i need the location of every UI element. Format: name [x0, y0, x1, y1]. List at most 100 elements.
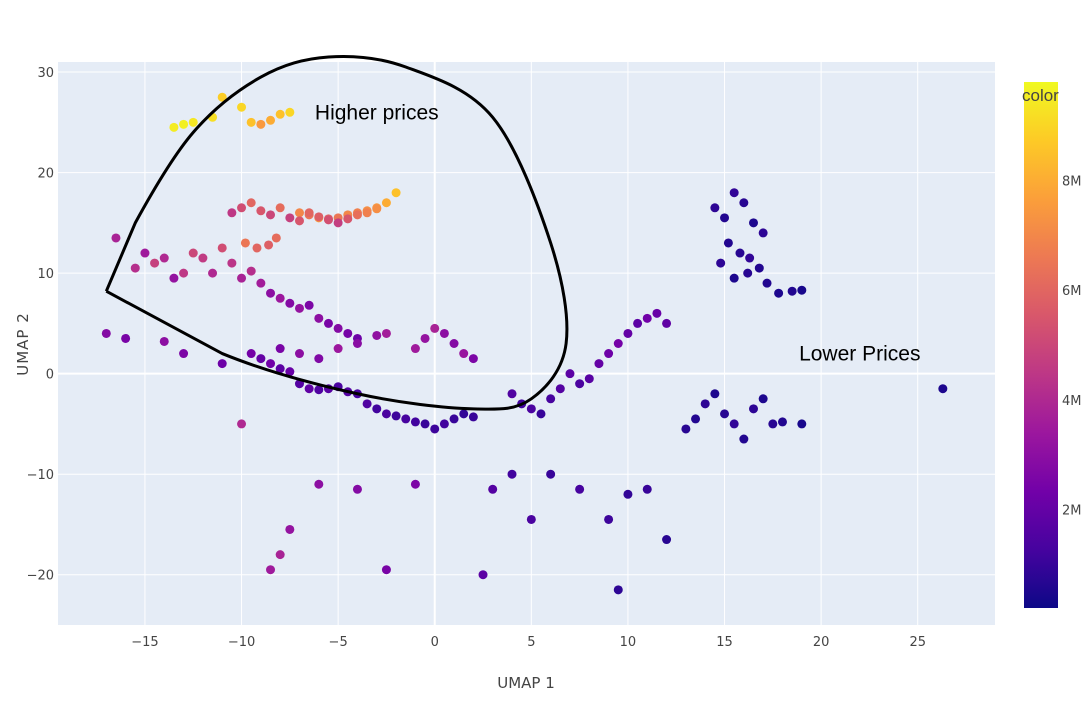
colorbar-tick-label: 8M: [1062, 175, 1082, 190]
scatter-point: [285, 524, 295, 534]
scatter-point: [275, 364, 285, 374]
x-tick-label: 10: [620, 635, 637, 650]
scatter-point: [121, 333, 131, 343]
scatter-point: [333, 218, 343, 228]
scatter-point: [130, 263, 140, 273]
scatter-point: [623, 489, 633, 499]
scatter-point: [735, 248, 745, 258]
x-tick-label: 25: [909, 635, 926, 650]
scatter-point: [787, 286, 797, 296]
x-tick-label: 5: [527, 635, 535, 650]
annotation-higher-prices: Higher prices: [315, 101, 439, 124]
scatter-point: [294, 208, 304, 218]
y-tick-label: −10: [27, 468, 54, 483]
scatter-point: [749, 404, 759, 414]
scatter-point: [179, 349, 189, 359]
colorbar: color 2M 4M 6M 8M: [1022, 82, 1082, 608]
scatter-point: [275, 203, 285, 213]
scatter-point: [266, 565, 276, 575]
y-tick-label: 10: [37, 267, 54, 282]
scatter-point: [613, 585, 623, 595]
scatter-point: [739, 198, 749, 208]
scatter-point: [710, 389, 720, 399]
colorbar-tick-label: 6M: [1062, 284, 1082, 299]
scatter-point: [246, 198, 256, 208]
scatter-point: [797, 285, 807, 295]
scatter-point: [111, 233, 121, 243]
colorbar-tick-label: 2M: [1062, 503, 1082, 518]
y-tick-label: 30: [37, 66, 54, 81]
scatter-point: [546, 394, 556, 404]
scatter-point: [381, 409, 391, 419]
x-tick-label: −15: [131, 635, 158, 650]
scatter-point: [439, 328, 449, 338]
scatter-point: [613, 339, 623, 348]
scatter-point: [237, 203, 247, 213]
scatter-point: [401, 414, 411, 424]
scatter-point: [623, 328, 633, 338]
scatter-point: [285, 107, 295, 117]
scatter-point: [716, 258, 726, 268]
scatter-point: [381, 198, 391, 208]
scatter-point: [575, 379, 585, 389]
scatter-point: [729, 273, 739, 283]
scatter-point: [294, 303, 304, 313]
scatter-point: [314, 313, 324, 323]
scatter-point: [314, 354, 324, 364]
scatter-point: [700, 399, 710, 409]
plot-area-background: [58, 62, 995, 625]
scatter-point: [662, 535, 672, 545]
scatter-point: [381, 565, 391, 575]
scatter-point: [169, 122, 179, 132]
scatter-point: [179, 119, 189, 129]
scatter-point: [285, 298, 295, 308]
scatter-point: [526, 514, 536, 524]
scatter-point: [743, 268, 753, 278]
scatter-point: [198, 253, 208, 263]
scatter-point: [749, 218, 759, 228]
scatter-point: [604, 349, 614, 359]
scatter-point: [710, 203, 720, 213]
scatter-point: [343, 214, 353, 224]
scatter-point: [633, 318, 643, 328]
scatter-point: [729, 188, 739, 198]
scatter-point: [285, 367, 295, 377]
scatter-point: [256, 278, 266, 288]
scatter-point: [459, 409, 469, 419]
scatter-point: [745, 253, 755, 263]
scatter-point: [333, 344, 343, 354]
scatter-point: [662, 318, 672, 328]
scatter-point: [323, 318, 333, 328]
scatter-point: [681, 424, 691, 434]
colorbar-gradient: [1024, 82, 1058, 608]
scatter-point: [594, 359, 604, 369]
scatter-point: [797, 419, 807, 429]
colorbar-ticks: 2M 4M 6M 8M: [1062, 175, 1082, 519]
scatter-point: [526, 404, 536, 414]
scatter-point: [478, 570, 488, 580]
scatter-point: [266, 359, 276, 369]
scatter-point: [362, 399, 372, 409]
scatter-point: [723, 238, 733, 248]
scatter-point: [410, 479, 420, 489]
scatter-point: [256, 354, 266, 364]
scatter-point: [938, 384, 948, 394]
scatter-point: [240, 238, 250, 248]
scatter-point: [420, 419, 430, 429]
scatter-point: [101, 328, 111, 338]
scatter-point: [768, 419, 778, 429]
scatter-point: [352, 210, 362, 220]
scatter-point: [575, 484, 585, 494]
scatter-point: [381, 328, 391, 338]
scatter-point: [266, 288, 276, 298]
scatter-point: [774, 288, 784, 298]
scatter-point: [758, 394, 768, 404]
scatter-point: [237, 102, 247, 112]
scatter-point: [372, 330, 382, 340]
scatter-point: [304, 208, 314, 218]
scatter-point: [294, 349, 304, 359]
scatter-point: [252, 243, 262, 253]
scatter-point: [352, 339, 362, 348]
scatter-point: [754, 263, 764, 273]
